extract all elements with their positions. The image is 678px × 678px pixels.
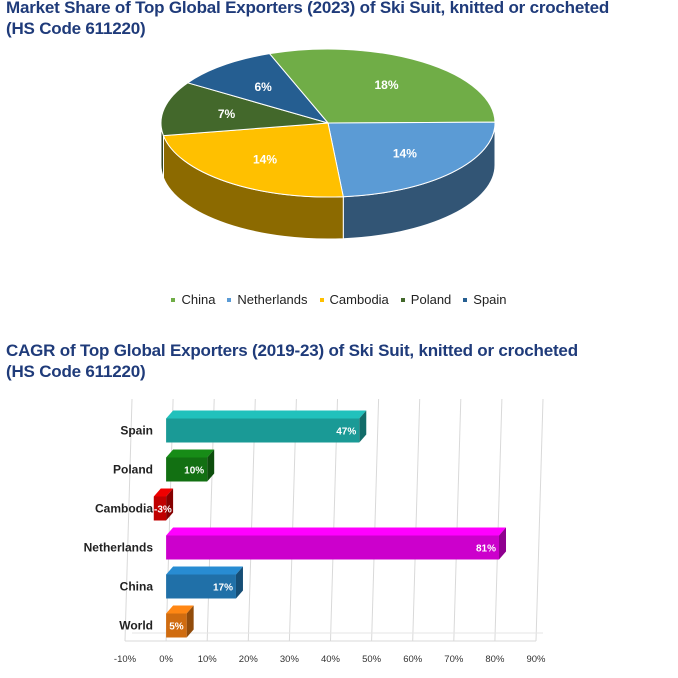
legend-label: Spain xyxy=(473,292,507,308)
x-tick-label: 90% xyxy=(526,654,546,665)
legend-marker xyxy=(227,297,232,302)
bar-side-face xyxy=(499,527,507,560)
bar-top-face xyxy=(166,527,507,536)
gridline xyxy=(535,398,544,642)
gridline xyxy=(371,398,380,642)
legend-label: Netherlands xyxy=(237,292,308,308)
legend-item-spain: Spain xyxy=(463,291,507,308)
bar-label-china: 17% xyxy=(213,583,233,594)
bar-data-labels: 47% 10% -3% 81% 17% 5% xyxy=(154,427,496,633)
bars xyxy=(153,410,507,638)
x-tick-label: 50% xyxy=(362,654,382,665)
bar-world xyxy=(166,605,194,638)
bar-side-face xyxy=(235,566,243,599)
x-tick-label: 10% xyxy=(198,654,218,665)
pie-slice-cambodia xyxy=(162,122,344,198)
bar-top-face xyxy=(166,449,215,458)
bar-top-face xyxy=(166,605,194,614)
pie-slices xyxy=(160,48,496,198)
x-tick-label: 80% xyxy=(485,654,505,665)
x-tick-label: 40% xyxy=(321,654,341,665)
bar-label-cambodia: -3% xyxy=(154,505,172,516)
pie-label-china: 18% xyxy=(375,78,399,92)
legend-marker xyxy=(319,297,324,302)
gridline xyxy=(124,398,133,642)
category-label-netherlands: Netherlands xyxy=(84,541,154,555)
pie-slice-spain xyxy=(186,53,330,124)
bar-label-poland: 10% xyxy=(184,466,204,477)
pie-chart-title: Market Share of Top Global Exporters (20… xyxy=(6,0,610,38)
legend-label: Poland xyxy=(410,292,452,308)
market-share-pie-chart: 18% 14% 14% 7% 6% xyxy=(160,48,496,240)
category-label-poland: Poland xyxy=(113,463,153,477)
pie-legend: China Netherlands Cambodia Poland Spain xyxy=(0,291,678,307)
pie-slice-netherlands xyxy=(327,121,496,198)
legend-marker xyxy=(400,297,405,302)
pie-label-netherlands: 14% xyxy=(393,147,417,161)
bar-label-spain: 47% xyxy=(336,427,356,438)
legend-item-china: China xyxy=(171,291,215,307)
bar-front-face xyxy=(166,535,500,560)
legend-item-poland: Poland xyxy=(400,291,452,308)
pie-data-labels: 18% 14% 14% 7% 6% xyxy=(218,78,417,166)
bar-side-face xyxy=(207,449,215,482)
cagr-bar-chart: -10% 0% 10% 20% 30% 40% 50% 60% 70% 80% 90% Spain Po… xyxy=(84,398,546,665)
bar-spain xyxy=(166,410,367,443)
legend-label: Cambodia xyxy=(329,292,389,308)
bar-top-face xyxy=(166,410,367,419)
legend-marker xyxy=(171,297,176,302)
legend-item-netherlands: Netherlands xyxy=(227,291,308,308)
bar-front-face xyxy=(153,496,167,521)
legend-item-cambodia: Cambodia xyxy=(319,291,389,308)
bar-top-face xyxy=(166,566,243,575)
pie-label-poland: 7% xyxy=(218,107,236,121)
pie-label-cambodia: 14% xyxy=(253,152,277,166)
pie-label-spain: 6% xyxy=(254,80,272,94)
bar-side-face xyxy=(186,605,194,638)
bar-front-face xyxy=(166,457,208,482)
x-tick-label: 70% xyxy=(444,654,464,665)
gridline xyxy=(412,398,421,642)
bar-top-face xyxy=(153,488,174,497)
bar-side-face xyxy=(359,410,367,443)
x-tick-label: 60% xyxy=(403,654,423,665)
x-tick-label: 20% xyxy=(239,654,259,665)
bar-china xyxy=(166,566,243,599)
bar-front-face xyxy=(166,418,360,443)
bar-front-face xyxy=(166,574,236,599)
legend-marker xyxy=(463,297,468,302)
category-label-china: China xyxy=(120,580,154,594)
pie-slice-poland xyxy=(160,82,329,137)
bar-cambodia xyxy=(153,488,174,521)
gridline xyxy=(453,398,462,642)
pie-slice-china xyxy=(268,48,496,124)
x-tick-label: 0% xyxy=(159,654,173,665)
category-label-cambodia: Cambodia xyxy=(95,502,153,516)
bar-chart-title: CAGR of Top Global Exporters (2019-23) o… xyxy=(6,341,578,381)
x-tick-labels: -10% 0% 10% 20% 30% 40% 50% 60% 70% 80% 90% xyxy=(114,654,546,665)
bar-front-face xyxy=(166,613,187,638)
bar-label-world: 5% xyxy=(169,622,184,633)
x-tick-label: 30% xyxy=(280,654,300,665)
legend-label: China xyxy=(181,292,216,308)
category-label-world: World xyxy=(119,619,153,633)
bar-netherlands xyxy=(166,527,507,560)
x-tick-label: -10% xyxy=(114,654,137,665)
bar-poland xyxy=(166,449,215,482)
gridline xyxy=(494,398,503,642)
category-labels: Spain Poland Cambodia Netherlands China World xyxy=(84,424,154,633)
category-label-spain: Spain xyxy=(120,424,153,438)
bar-label-netherlands: 81% xyxy=(476,544,496,555)
bar-side-face xyxy=(166,488,174,521)
